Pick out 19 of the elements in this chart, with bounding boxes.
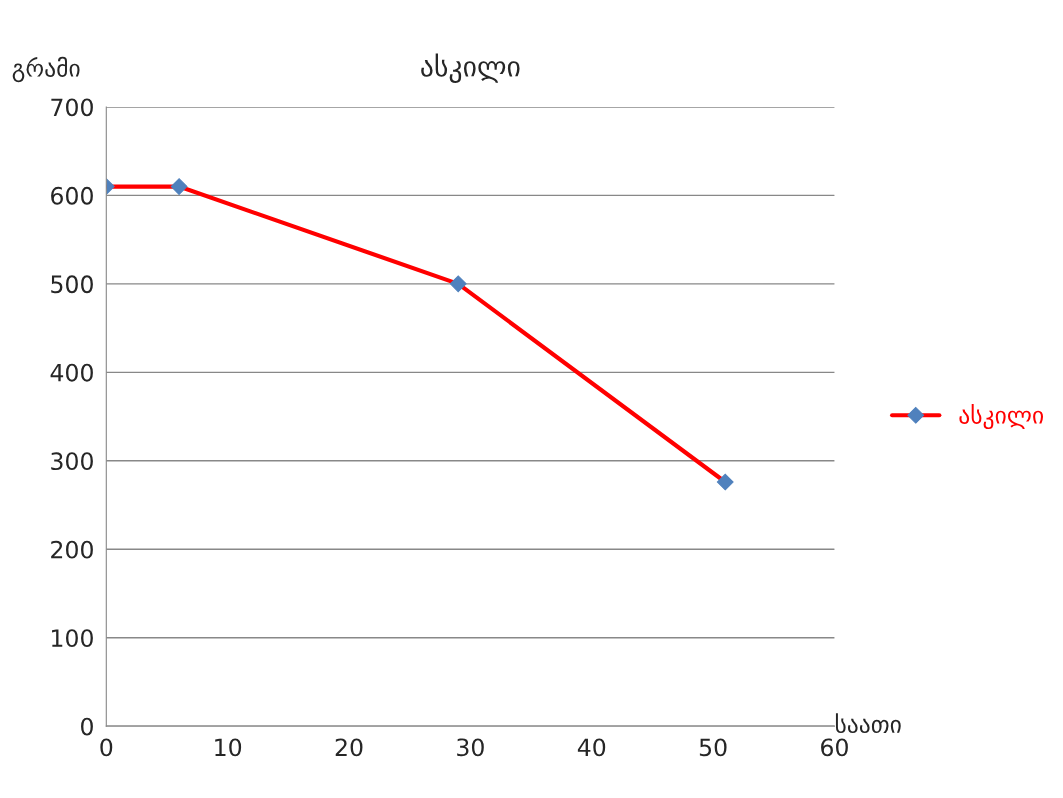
x-tick-label: 50 bbox=[699, 738, 727, 757]
x-tick-label: 30 bbox=[457, 738, 484, 757]
y-tick-label: 100 bbox=[52, 629, 93, 648]
y-tick-label: 400 bbox=[50, 363, 93, 382]
y-tick-label: 300 bbox=[51, 452, 93, 471]
y-tick-label: 700 bbox=[51, 98, 93, 117]
y-tick-label: 200 bbox=[51, 540, 93, 559]
chart-title: ასკილი bbox=[421, 53, 520, 83]
y-tick-label: 0 bbox=[81, 717, 93, 736]
x-tick-label: 40 bbox=[577, 738, 606, 757]
x-tick-label: 20 bbox=[335, 738, 363, 757]
x-tick-label: 60 bbox=[821, 738, 848, 757]
x-tick-label: 0 bbox=[100, 738, 113, 757]
y-tick-label: 600 bbox=[51, 186, 93, 205]
y-axis-title: გრამი bbox=[12, 56, 80, 83]
y-tick-label: 500 bbox=[51, 275, 93, 294]
legend-label: ასკილი bbox=[959, 404, 1044, 430]
x-tick-label: 10 bbox=[215, 738, 242, 757]
x-axis-title: საათი bbox=[835, 713, 901, 734]
